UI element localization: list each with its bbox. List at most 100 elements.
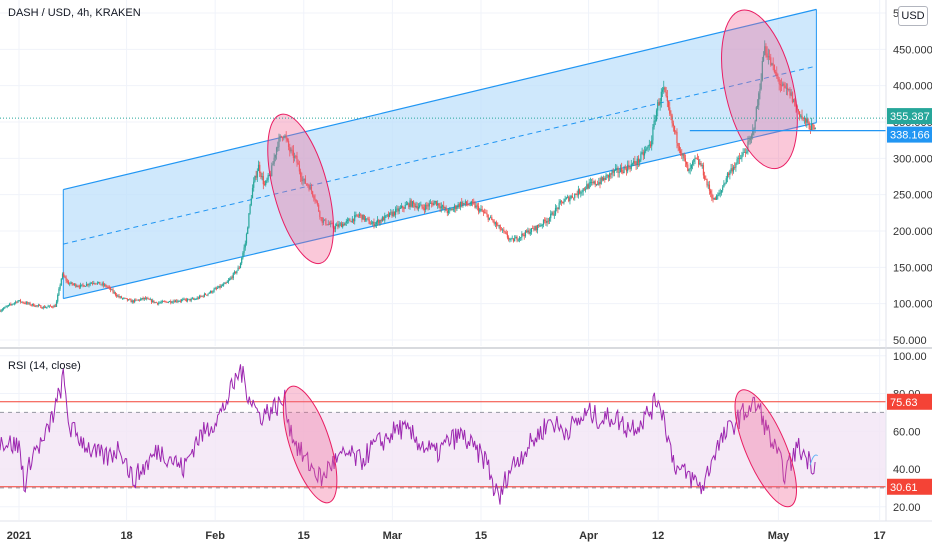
candle-body: [471, 201, 474, 203]
candle-body: [752, 129, 754, 136]
candle-body: [628, 164, 630, 168]
candle-body: [474, 203, 476, 208]
candle-body: [808, 123, 810, 130]
highlight-ellipses[interactable]: [255, 3, 811, 270]
currency-button[interactable]: USD: [898, 6, 928, 26]
candle-body: [33, 303, 35, 307]
candle-body: [144, 297, 147, 299]
time-tick-label: Feb: [205, 530, 225, 542]
price-tick-label: 250.000: [893, 190, 932, 202]
candle-body: [344, 222, 346, 226]
candle-body: [34, 306, 36, 308]
candle-body: [616, 168, 618, 169]
symbol-title: DASH / USD, 4h, KRAKEN: [8, 7, 141, 19]
candle-body: [783, 83, 785, 86]
candle-body: [265, 180, 267, 185]
candle-body: [96, 282, 98, 284]
candle-body: [338, 224, 340, 227]
candle-body: [481, 209, 483, 212]
candle-body: [35, 305, 37, 307]
candle-body: [565, 197, 567, 199]
candle-body: [413, 201, 415, 204]
candle-body: [241, 258, 243, 264]
candle-body: [636, 158, 638, 165]
candle-body: [212, 291, 214, 293]
candle-body: [754, 121, 756, 129]
candle-body: [168, 301, 171, 303]
candle-body: [49, 305, 52, 307]
candle-body: [58, 288, 60, 296]
candle-body: [281, 137, 284, 139]
candle-body: [696, 158, 699, 160]
candle-body: [308, 185, 310, 190]
candle-body: [106, 286, 108, 288]
time-axis[interactable]: 2021 18 Feb 15 Mar 15 Apr 12 May 17: [7, 530, 886, 542]
candle-body: [239, 263, 242, 269]
candle-body: [578, 189, 581, 194]
price-pane[interactable]: DASH / USD, 4h, KRAKEN: [0, 0, 893, 346]
candle-body: [545, 221, 547, 223]
candle-body: [444, 207, 446, 209]
candle-body: [402, 205, 404, 209]
candle-body: [186, 299, 189, 301]
candle-body: [48, 305, 50, 307]
candle-body: [218, 285, 220, 288]
candle-body: [180, 299, 183, 302]
candle-body: [47, 306, 49, 308]
candle-body: [485, 212, 487, 214]
candle-body: [5, 306, 7, 308]
candle-body: [461, 201, 463, 206]
candle-body: [100, 284, 102, 286]
candle-body: [349, 219, 351, 222]
regression-channel[interactable]: [62, 8, 817, 300]
candle-body: [427, 205, 429, 207]
time-tick-label: Mar: [383, 530, 403, 542]
candle-body: [498, 225, 500, 226]
candle-body: [117, 295, 119, 297]
candle-body: [318, 204, 320, 212]
candle-body: [707, 184, 709, 186]
candle-body: [390, 212, 392, 214]
time-tick-label: 17: [874, 530, 886, 542]
candle-body: [72, 284, 74, 286]
candle-body: [374, 224, 376, 227]
candle-body: [556, 207, 558, 209]
price-axis[interactable]: 5450.000400.000350.000300.000250.000200.…: [893, 8, 932, 347]
candle-body: [590, 182, 593, 183]
candle-body: [232, 273, 234, 279]
candle-body: [677, 143, 679, 147]
candle-body: [361, 214, 363, 220]
candle-body: [612, 170, 614, 173]
candle-body: [422, 207, 424, 209]
candle-body: [93, 283, 95, 284]
candle-body: [162, 301, 165, 302]
candle-body: [695, 157, 697, 159]
candle-body: [260, 173, 262, 178]
candle-body: [289, 146, 291, 152]
candle-body: [60, 278, 62, 286]
candle-body: [622, 171, 624, 174]
candle-body: [784, 85, 786, 89]
candle-body: [684, 158, 686, 162]
candle-body: [334, 226, 337, 230]
rsi-highlight-ellipses[interactable]: [272, 380, 809, 514]
candle-body: [502, 229, 504, 231]
candle-body: [785, 87, 787, 89]
candle-body: [503, 229, 505, 232]
candle-body: [11, 304, 13, 305]
candle-body: [285, 135, 287, 139]
candle-body: [631, 163, 634, 165]
candle-body: [328, 223, 331, 225]
candle-body: [191, 298, 193, 300]
candle-body: [306, 183, 308, 185]
candle-body: [762, 55, 765, 61]
candle-body: [606, 174, 608, 176]
candle-body: [42, 306, 44, 309]
candle-body: [577, 189, 579, 196]
rsi-pane[interactable]: RSI (14, close): [0, 349, 893, 520]
candle-body: [744, 152, 747, 153]
candle-body: [730, 168, 732, 172]
candle-body: [315, 199, 317, 202]
candle-body: [539, 226, 541, 227]
candle-body: [385, 215, 387, 217]
